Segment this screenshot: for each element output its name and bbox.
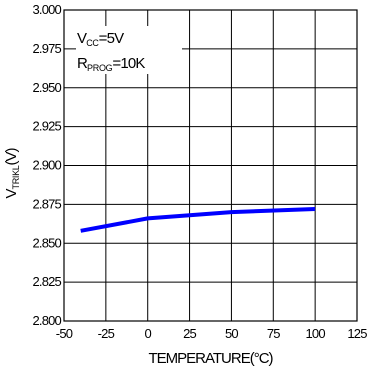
annotation-rprog-sub: PROG	[87, 63, 113, 73]
x-tick-label: 50	[225, 326, 238, 341]
annotation-vcc: VCC=5V	[77, 30, 124, 48]
series-line-0	[80, 207, 316, 233]
y-axis-label-sub: TRIKL	[11, 165, 21, 189]
x-tick-label: 25	[183, 326, 196, 341]
x-tick-label: -50	[56, 326, 73, 341]
plot-frame	[63, 9, 358, 322]
annotation-vcc-sub: CC	[86, 38, 99, 48]
y-tick-label: 2.850	[32, 235, 61, 250]
y-tick-labels: 2.800 2.825 2.850 2.875 2.900 2.925 2.950 2.975…	[32, 2, 62, 328]
x-tick-label: -25	[98, 326, 115, 341]
y-axis-label: VTRIKL(V)	[3, 147, 21, 198]
y-tick-label: 2.950	[32, 80, 61, 95]
y-axis-label-unit: (V)	[3, 147, 20, 165]
y-tick-label: 2.925	[32, 119, 61, 134]
x-tick-label: 100	[305, 326, 325, 341]
y-tick-label: 2.825	[32, 274, 61, 289]
y-tick-label: 2.975	[32, 41, 61, 56]
series-layer	[80, 207, 316, 233]
y-tick-label: 2.900	[32, 158, 61, 173]
x-tick-label: 0	[144, 326, 151, 341]
y-tick-label: 2.800	[32, 313, 61, 328]
annotation-rprog: RPROG=10K	[77, 55, 145, 73]
x-tick-labels: -50 -25 0 25 50 75 100 125	[56, 326, 368, 341]
x-axis-label: TEMPERATURE(°C)	[148, 350, 273, 367]
y-tick-label: 3.000	[32, 2, 61, 17]
y-axis-label-main: V	[3, 189, 20, 199]
x-tick-label: 125	[347, 326, 367, 341]
x-tick-label: 75	[267, 326, 280, 341]
y-tick-label: 2.875	[32, 196, 61, 211]
annotation-box	[76, 26, 182, 74]
annotation-vcc-main: V	[77, 30, 87, 47]
annotation-rprog-main: R	[77, 55, 88, 72]
annotation-vcc-rest: =5V	[99, 30, 125, 47]
annotation-rprog-rest: =10K	[112, 55, 145, 72]
